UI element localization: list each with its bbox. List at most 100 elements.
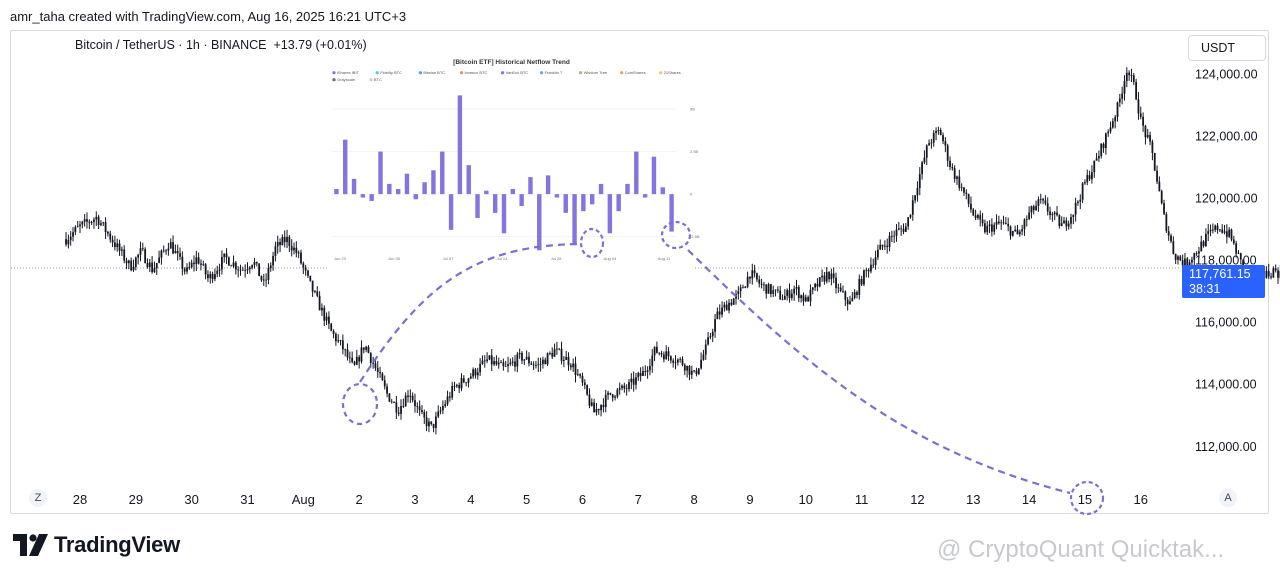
candle-body [555, 348, 558, 350]
candle-body [1074, 203, 1077, 215]
candle-body [330, 323, 333, 331]
candle-body [276, 241, 279, 247]
highlight-circle-inset-a [579, 227, 605, 259]
candle-body [325, 316, 328, 321]
candle-body [904, 226, 907, 232]
inset-x-tick: Jun 30 [388, 256, 401, 261]
candle-body [846, 299, 849, 305]
candle-body [590, 402, 593, 406]
candle-body [1186, 258, 1189, 266]
candle-body [776, 289, 779, 291]
inset-x-tick: Jun 23 [334, 256, 347, 261]
tradingview-logo[interactable]: TradingView [13, 532, 180, 558]
price-axis[interactable]: 124,000.00 122,000.00 120,000.00 118,000.00… [1195, 67, 1258, 453]
inset-legend-swatch [620, 71, 624, 75]
candle-body [944, 141, 947, 146]
candle-body [1021, 229, 1024, 232]
candle-body [562, 359, 565, 361]
zoom-reset-button[interactable]: Z [29, 489, 47, 507]
inset-netflow-bar [492, 194, 498, 213]
candle-body [953, 168, 956, 179]
candle-body [902, 228, 905, 232]
candle-body [551, 353, 554, 357]
candle-body [274, 246, 277, 257]
candle-body [502, 362, 505, 367]
candle-body [890, 235, 893, 237]
candle-body [895, 229, 898, 236]
candle-body [227, 257, 230, 266]
candle-body [181, 256, 184, 269]
price-tick-label: 120,000.00 [1195, 192, 1258, 206]
inset-netflow-bar [537, 194, 542, 251]
candle-body [397, 412, 400, 414]
time-tick-label: 10 [799, 492, 813, 507]
candle-body [341, 340, 344, 350]
time-tick-label: 6 [579, 492, 586, 507]
candle-body [528, 356, 530, 364]
candle-body [1035, 205, 1037, 211]
candle-body [635, 377, 637, 385]
candle-body [379, 372, 381, 374]
candle-body [367, 346, 370, 353]
candle-body [230, 265, 233, 267]
time-axis[interactable]: 28 29 30 31 Aug 2 3 4 5 6 7 8 9 10 11 12 13 14 15 16 [73, 492, 1148, 507]
candle-body [539, 363, 542, 365]
candle-body [67, 240, 70, 245]
candle-body [125, 260, 128, 264]
candle-body [660, 353, 663, 355]
candle-body [558, 348, 561, 350]
candle-body [72, 232, 74, 237]
highlight-circle-aug2 [341, 382, 379, 426]
candle-body [144, 249, 147, 263]
candle-body [867, 269, 870, 272]
candle-body [358, 356, 361, 362]
candle-body [669, 356, 672, 361]
candle-body [1028, 212, 1031, 220]
candle-body [258, 263, 261, 277]
candle-body [172, 242, 174, 254]
time-tick-label: 3 [411, 492, 418, 507]
auto-scale-button[interactable]: A [1219, 489, 1237, 507]
candle-body [1181, 260, 1184, 266]
annotations [341, 220, 1105, 516]
candle-body [428, 421, 430, 427]
inset-netflow-bar [440, 151, 445, 195]
candle-body [763, 284, 765, 286]
candle-body [139, 248, 142, 255]
candle-body [1158, 181, 1161, 192]
candle-body [993, 224, 996, 232]
inset-netflow-bar [669, 194, 674, 232]
inset-netflow-bar [343, 139, 348, 195]
currency-button[interactable]: USDT [1188, 35, 1266, 61]
candle-body [1149, 134, 1151, 142]
candle-body [1079, 199, 1082, 202]
candle-body [607, 392, 609, 395]
candle-body [176, 251, 179, 254]
candle-body [935, 131, 937, 133]
candle-body [609, 392, 612, 395]
candle-body [1109, 127, 1112, 132]
candle-body [637, 373, 640, 378]
candle-body [118, 243, 121, 251]
time-tick-label: Aug [292, 492, 315, 507]
candle-body [123, 249, 126, 261]
candle-body [779, 290, 782, 300]
candle-body [132, 266, 135, 271]
candle-body [1198, 251, 1200, 254]
symbol-legend[interactable]: Bitcoin / TetherUS · 1h · BINANCE +13.79… [75, 38, 367, 52]
candle-body [767, 284, 770, 294]
candle-body [204, 264, 207, 275]
highlight-circle-inset-b [660, 220, 692, 250]
candle-body [1172, 241, 1175, 254]
candle-body [756, 273, 758, 280]
inset-netflow-bar [545, 175, 551, 195]
candle-body [1211, 229, 1214, 231]
candle-body [432, 423, 435, 428]
inset-x-tick: Aug 04 [604, 256, 617, 261]
candle-body [414, 400, 416, 407]
inset-netflow-bar [378, 151, 383, 195]
inset-legend-swatch [659, 71, 663, 75]
candle-body [937, 130, 940, 132]
candle-body [437, 411, 440, 417]
